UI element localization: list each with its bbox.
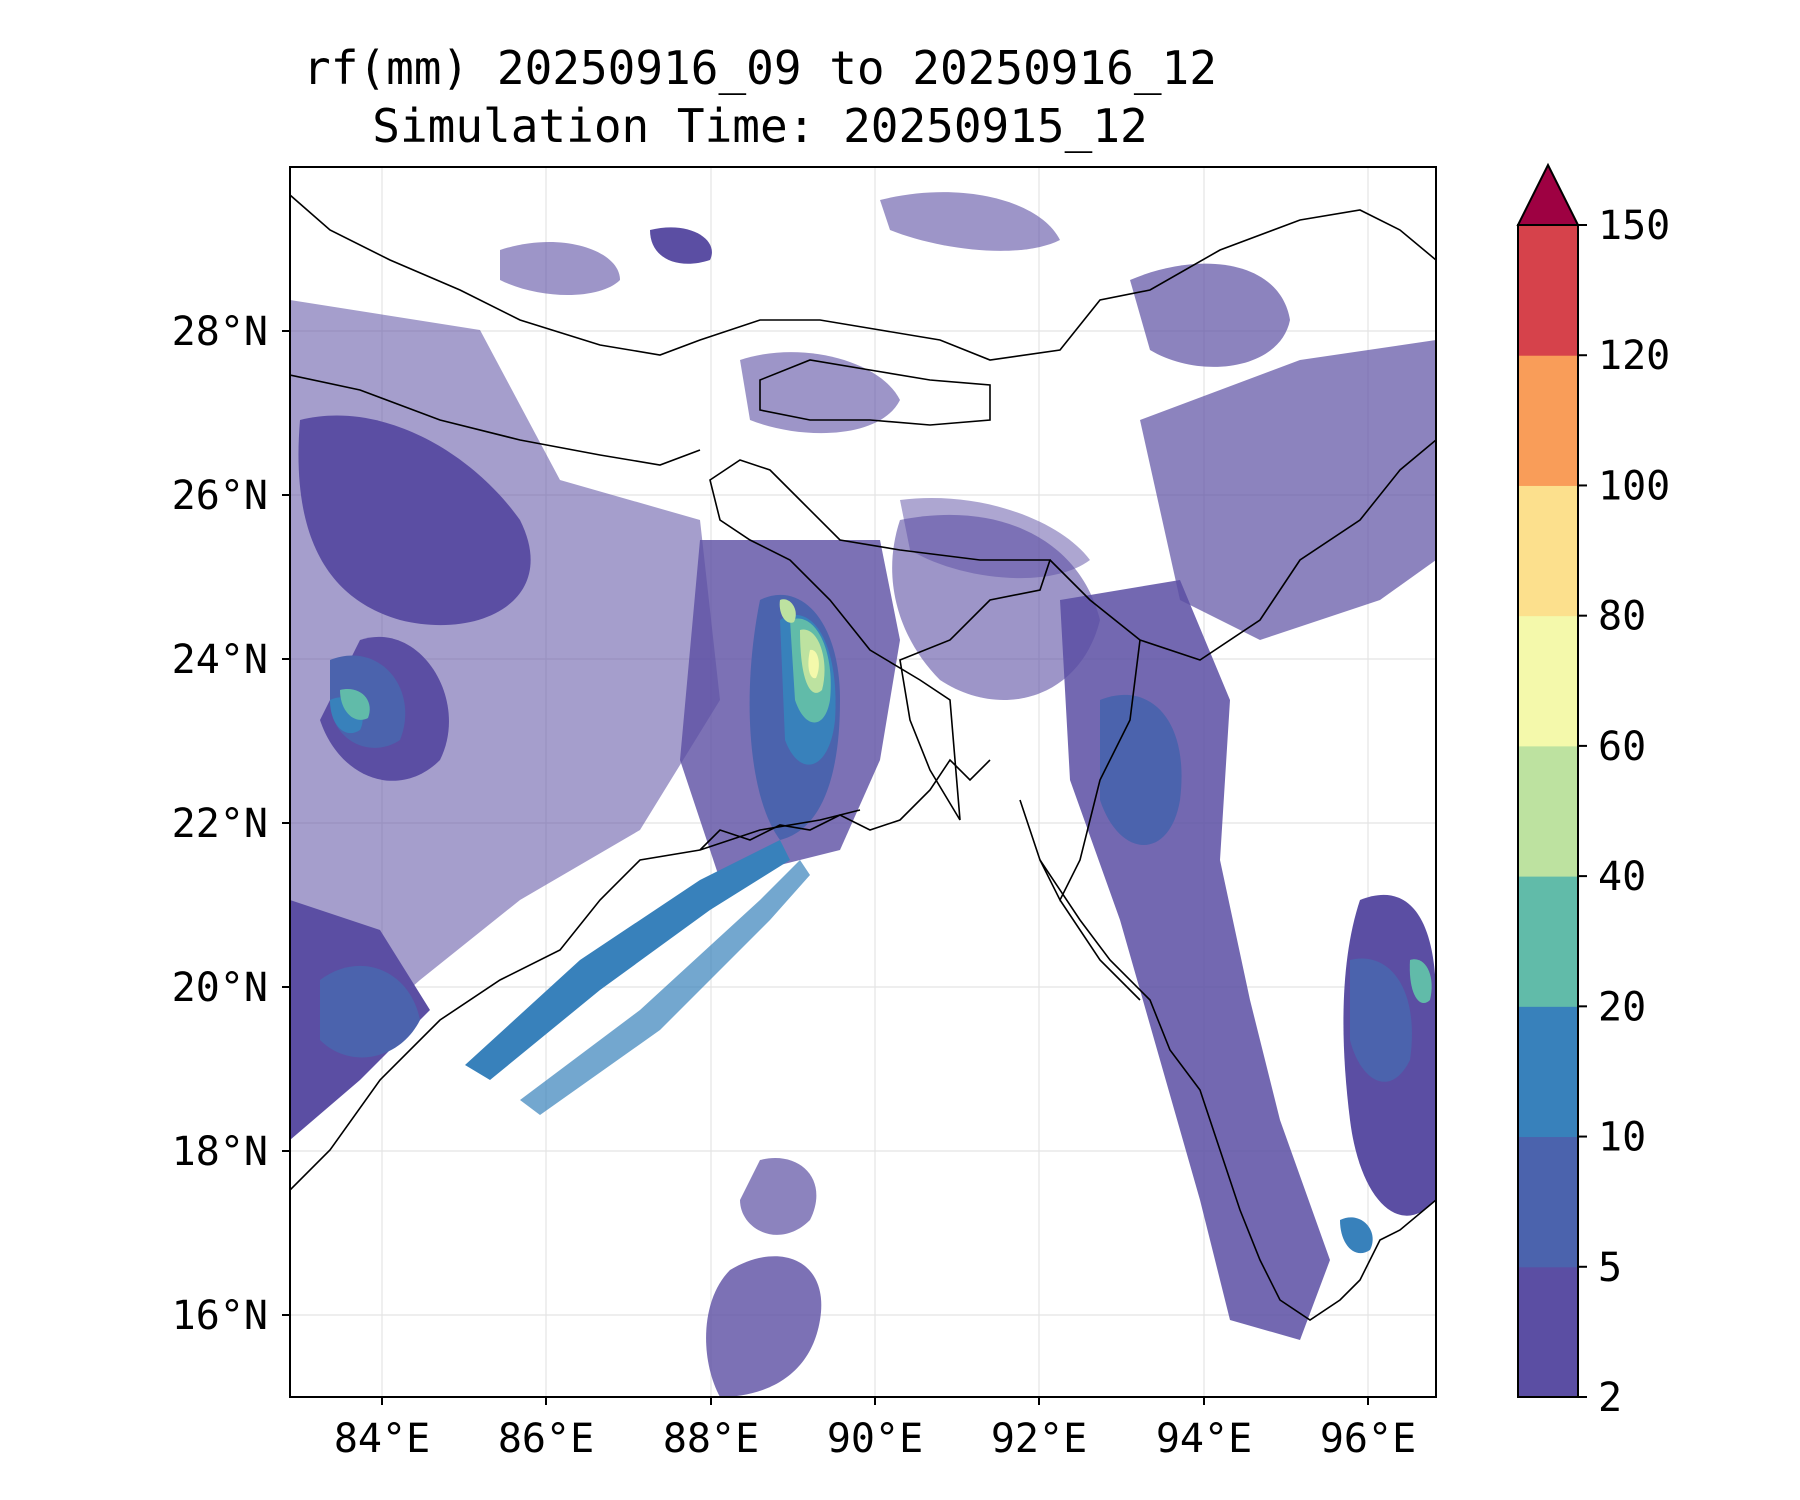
- y-axis: 16°N 18°N 20°N 22°N 24°N 26°N 28°N: [172, 309, 290, 1339]
- colorbar-segment: [1518, 615, 1578, 747]
- map-title-line-2: Simulation Time: 20250915_12: [372, 99, 1148, 153]
- plot-frame: [289, 166, 1437, 1398]
- colorbar-tick-label: 120: [1598, 333, 1670, 379]
- colorbar: 2 5 10 20 40 60 80 100 120 150: [1516, 162, 1670, 1421]
- x-tick-label: 90°E: [827, 1416, 923, 1462]
- colorbar-tick-label: 40: [1598, 854, 1646, 900]
- colorbar-extend-arrow: [1516, 162, 1580, 226]
- rainfall-field: [290, 192, 1436, 1397]
- y-tick-label: 18°N: [172, 1129, 268, 1175]
- y-tick-label: 24°N: [172, 637, 268, 683]
- colorbar-tick-label: 2: [1598, 1375, 1622, 1421]
- bangladesh-border: [709, 459, 1052, 821]
- colorbar-segment: [1518, 355, 1578, 486]
- colorbar-tick-label: 80: [1598, 594, 1646, 640]
- x-tick-label: 88°E: [663, 1416, 759, 1462]
- x-axis: 84°E 86°E 88°E 90°E 92°E 94°E 96°E: [334, 1397, 1416, 1462]
- plot-area: [289, 166, 1437, 1398]
- y-tick-label: 28°N: [172, 309, 268, 355]
- colorbar-tick-label: 5: [1598, 1245, 1622, 1291]
- rain-60-80mm: [808, 649, 819, 679]
- coastlines-and-borders: [290, 194, 1436, 1321]
- nepal-india-border: [290, 374, 701, 466]
- india-northeast-border: [1049, 439, 1436, 661]
- y-tick-label: 22°N: [172, 801, 268, 847]
- himalaya-border: [290, 194, 1436, 361]
- colorbar-tick-label: 20: [1598, 984, 1646, 1030]
- colorbar-segment: [1518, 1266, 1578, 1398]
- colorbar-segment: [1518, 876, 1578, 1007]
- colorbar-segment: [1518, 1006, 1578, 1138]
- y-tick-label: 20°N: [172, 965, 268, 1011]
- india-east-coastline: [290, 809, 861, 1191]
- y-tick-label: 26°N: [172, 473, 268, 519]
- colorbar-segment: [1518, 485, 1578, 617]
- map-title-line-1: rf(mm) 20250916_09 to 20250916_12: [303, 41, 1217, 95]
- colorbar-segment: [1518, 225, 1578, 356]
- colorbar-tick-label: 10: [1598, 1115, 1646, 1161]
- bhutan-outline: [759, 359, 991, 426]
- colorbar-tick-label: 60: [1598, 724, 1646, 770]
- x-tick-label: 86°E: [498, 1416, 594, 1462]
- colorbar-tick-label: 100: [1598, 463, 1670, 509]
- arakan-border: [1059, 899, 1141, 1001]
- y-tick-label: 16°N: [172, 1293, 268, 1339]
- bangladesh-coastline: [699, 758, 991, 851]
- myanmar-coastline: [1019, 799, 1436, 1321]
- colorbar-frame: [1517, 224, 1579, 1398]
- x-tick-label: 94°E: [1156, 1416, 1252, 1462]
- myanmar-india-border: [1039, 639, 1141, 902]
- colorbar-tick-label: 150: [1598, 203, 1670, 249]
- x-tick-label: 96°E: [1320, 1416, 1416, 1462]
- x-tick-label: 92°E: [991, 1416, 1087, 1462]
- colorbar-segment: [1518, 745, 1578, 877]
- x-tick-label: 84°E: [334, 1416, 430, 1462]
- colorbar-segment: [1518, 1136, 1578, 1268]
